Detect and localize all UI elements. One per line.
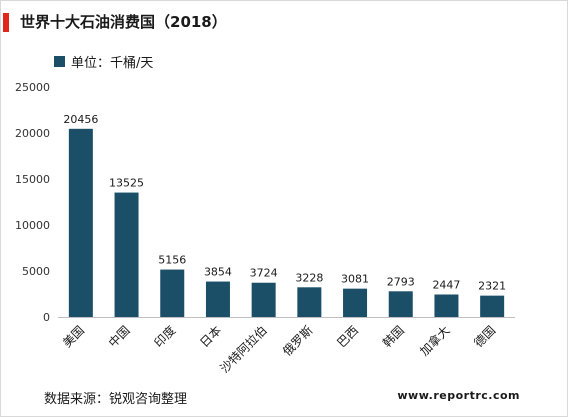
x-tick-label: 沙特阿拉伯 bbox=[217, 323, 270, 376]
y-tick-label: 15000 bbox=[15, 173, 50, 186]
bar bbox=[160, 269, 185, 317]
bar bbox=[297, 287, 322, 317]
bar bbox=[343, 288, 368, 317]
data-label: 2793 bbox=[387, 275, 415, 288]
x-tick-label: 中国 bbox=[105, 323, 133, 351]
x-tick-label: 德国 bbox=[471, 323, 499, 351]
bar bbox=[251, 282, 276, 317]
legend: 单位：千桶/天 bbox=[54, 52, 153, 71]
bar bbox=[434, 294, 459, 317]
title-accent-bar bbox=[3, 13, 9, 32]
legend-swatch bbox=[54, 56, 65, 67]
x-tick-label: 日本 bbox=[197, 323, 224, 350]
data-label: 2447 bbox=[432, 278, 460, 291]
chart-title: 世界十大石油消费国（2018） bbox=[20, 13, 227, 31]
x-tick-label: 美国 bbox=[60, 323, 87, 350]
x-tick-label: 韩国 bbox=[379, 323, 407, 351]
x-tick-label: 印度 bbox=[151, 323, 179, 351]
bar bbox=[114, 192, 139, 317]
y-tick-label: 20000 bbox=[15, 127, 50, 140]
x-tick-label: 俄罗斯 bbox=[280, 323, 315, 358]
bar bbox=[205, 281, 230, 317]
x-tick-label: 加拿大 bbox=[416, 323, 452, 359]
bar bbox=[480, 295, 505, 317]
data-label: 5156 bbox=[158, 254, 186, 267]
bar bbox=[68, 128, 93, 317]
x-tick-label: 巴西 bbox=[334, 323, 361, 350]
data-label: 20456 bbox=[63, 113, 98, 126]
website-label: www.reportrc.com bbox=[397, 389, 520, 402]
source-note: 数据来源：锐观咨询整理 bbox=[44, 392, 188, 407]
bar bbox=[388, 291, 413, 317]
legend-label: 单位：千桶/天 bbox=[71, 56, 154, 71]
data-label: 3854 bbox=[204, 266, 232, 279]
y-tick-label: 25000 bbox=[15, 81, 50, 94]
y-tick-label: 5000 bbox=[22, 265, 50, 278]
data-label: 3081 bbox=[341, 273, 369, 286]
data-label: 3724 bbox=[250, 267, 278, 280]
data-label: 13525 bbox=[109, 177, 144, 190]
y-tick-label: 10000 bbox=[15, 219, 50, 232]
data-label: 3228 bbox=[295, 271, 323, 284]
y-tick-label: 0 bbox=[43, 311, 50, 324]
data-label: 2321 bbox=[478, 280, 506, 293]
